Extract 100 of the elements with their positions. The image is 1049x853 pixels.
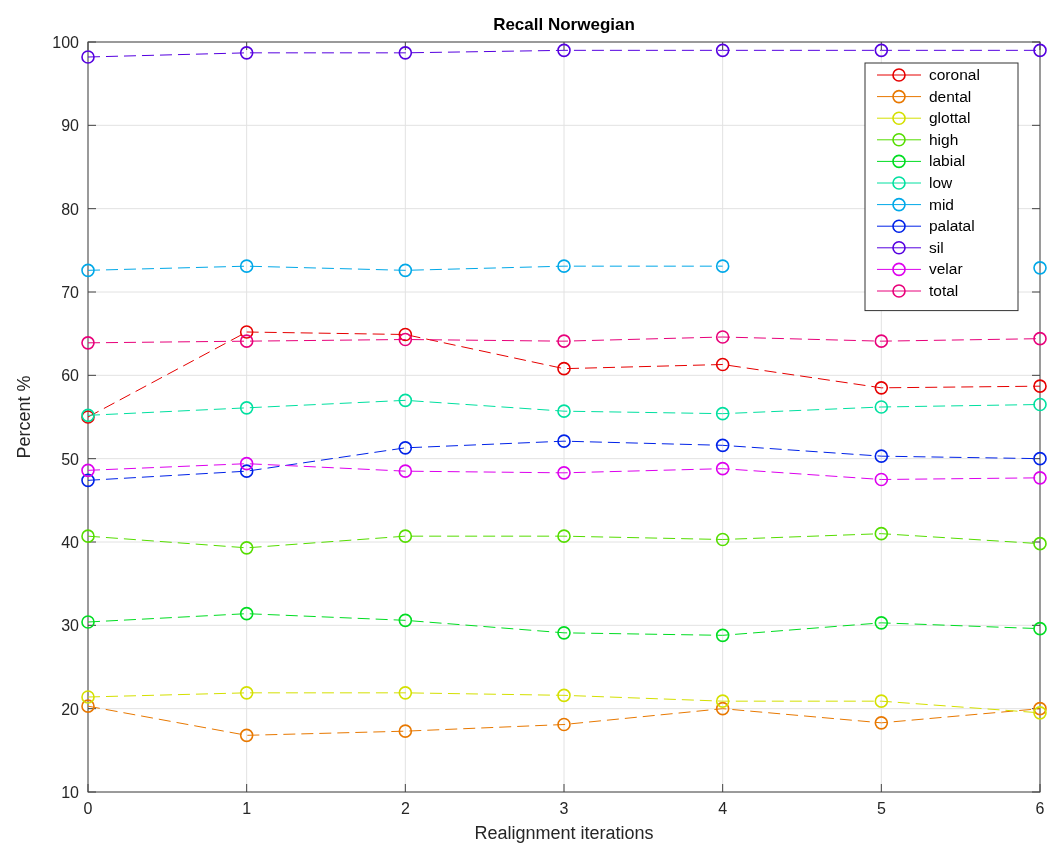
point [874,472,889,487]
point [557,688,571,703]
point [398,332,413,347]
point [1033,397,1047,412]
point [239,464,254,478]
legend-label: dental [929,87,972,105]
x-tick-label: 0 [83,800,93,817]
point [557,361,571,376]
y-tick-label: 50 [61,450,80,468]
point [239,456,254,471]
point [874,694,889,708]
point [715,701,730,716]
point [715,259,730,273]
point [81,336,95,350]
point [1033,379,1047,393]
point [81,615,95,629]
point [1033,261,1047,275]
x-tick-label: 6 [1035,800,1045,817]
point [715,406,730,421]
point [557,434,571,448]
point [1033,451,1047,466]
y-tick-label: 80 [61,200,80,218]
point [557,334,571,348]
point [557,259,571,273]
y-tick-label: 70 [61,284,80,301]
point [715,461,730,476]
point [398,464,413,478]
point [1033,701,1047,716]
point [874,526,889,541]
legend-label: high [929,130,959,148]
point [557,43,571,58]
point [874,400,889,414]
x-tick-label: 1 [242,800,252,817]
point [1033,706,1047,720]
point [715,628,730,643]
legend-label: velar [929,260,963,278]
point [398,613,413,628]
y-tick-label: 20 [61,700,80,718]
point [1033,621,1047,636]
point [874,381,889,395]
point [398,327,413,342]
point [81,473,95,488]
point [1033,536,1047,551]
legend-label: palatal [929,217,975,235]
point [239,541,254,555]
legend-label: low [929,174,954,191]
x-axis-title: Realignment iterations [474,823,654,843]
point [1033,331,1047,346]
y-tick-label: 90 [61,117,80,135]
point [81,463,95,478]
point [239,259,254,273]
point [398,46,413,60]
point [81,690,95,704]
point [715,357,730,372]
x-tick-label: 2 [400,800,410,817]
y-tick-label: 10 [61,784,80,801]
chart-title: Recall Norwegian [493,15,635,34]
legend-label: total [929,282,959,299]
point [239,728,254,743]
point [715,694,730,708]
point [81,263,95,278]
legend-label: sil [929,238,944,256]
point [81,699,95,713]
y-axis-title: Percent % [14,375,34,459]
point [239,334,254,348]
y-tick-label: 40 [61,534,80,551]
point [398,263,413,278]
point [715,330,730,344]
point [398,393,413,408]
point [398,724,413,738]
point [1033,471,1047,485]
point [715,532,730,547]
point [398,529,413,543]
point [874,716,889,730]
legend-label: labial [929,152,966,170]
x-tick-label: 5 [876,800,886,817]
point [874,334,889,348]
point [874,449,889,463]
point [239,686,254,700]
legend-label: coronal [929,66,980,83]
point [557,717,571,732]
x-tick-label: 3 [559,800,569,817]
point [239,606,254,621]
y-tick-label: 100 [52,34,80,51]
point [874,616,889,630]
point [715,438,730,453]
point [81,529,95,543]
point [557,529,571,543]
point [239,401,254,415]
point [557,404,571,418]
point [239,325,254,339]
point [874,43,889,58]
point [1033,43,1047,58]
point [81,50,95,64]
y-tick-label: 30 [61,617,80,635]
point [557,466,571,480]
point [398,441,413,455]
point [715,43,730,58]
point [557,626,571,640]
x-tick-label: 4 [718,800,728,817]
